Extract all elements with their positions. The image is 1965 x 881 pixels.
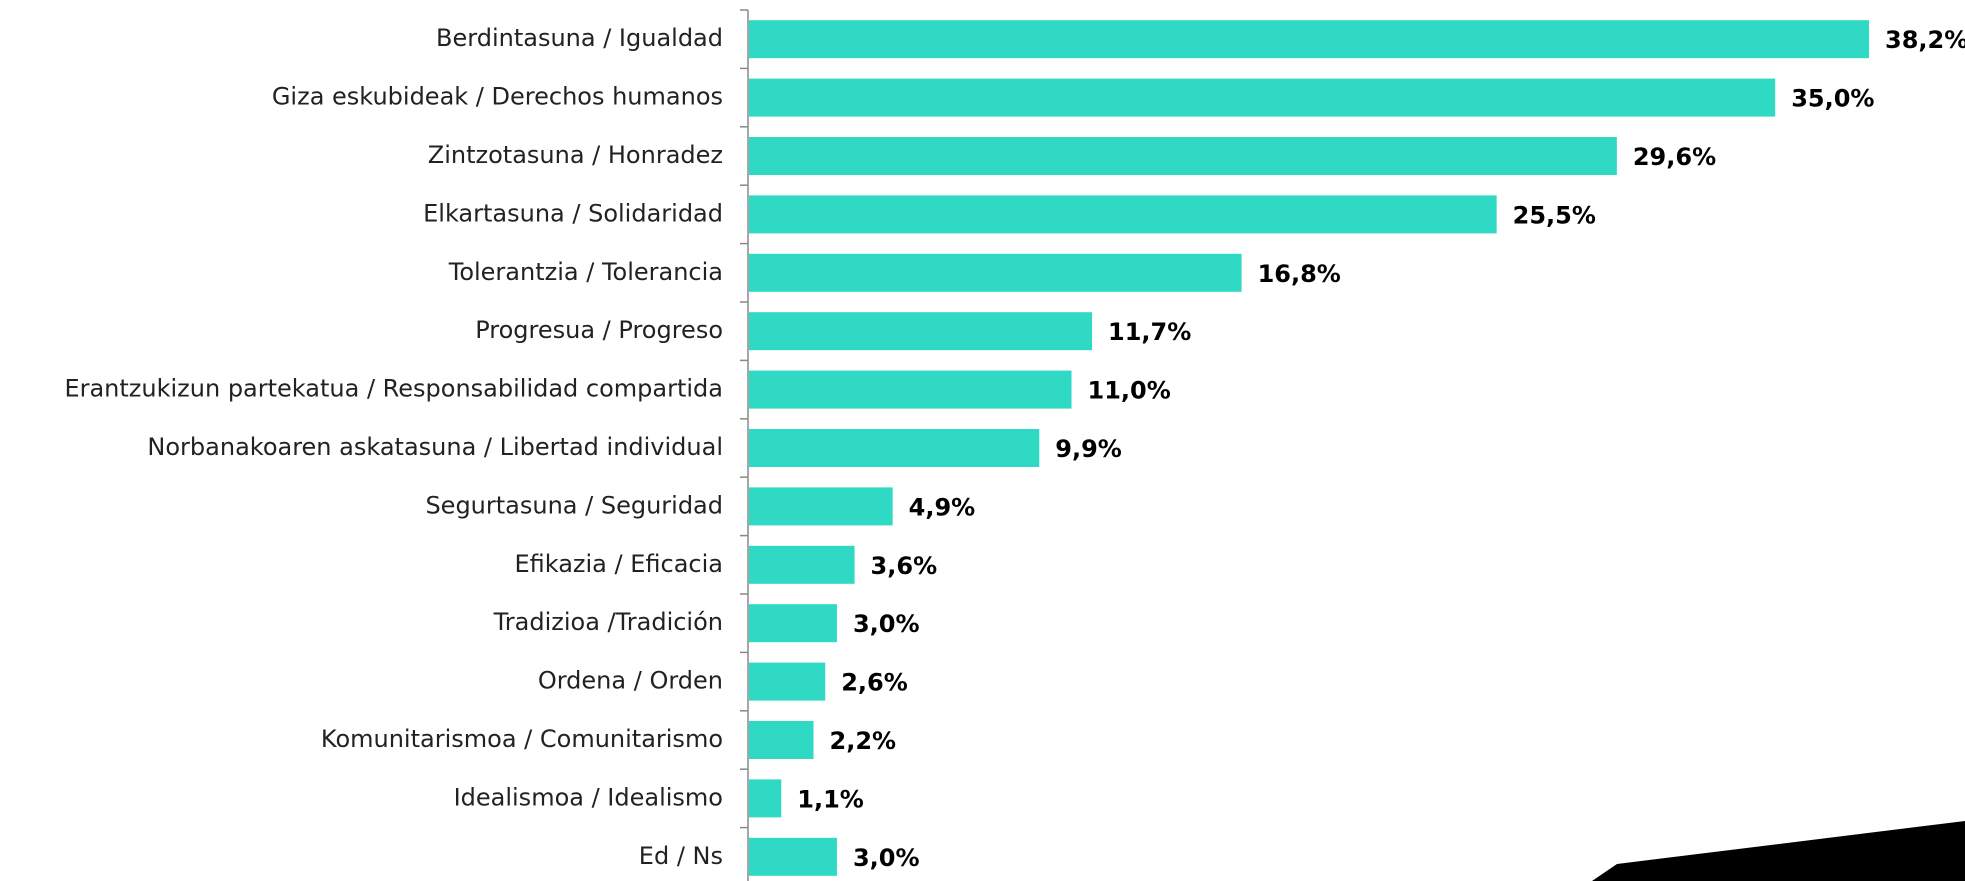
y-tick-label: Norbanakoaren askatasuna / Libertad indi…: [147, 433, 723, 461]
data-label: 3,0%: [853, 844, 920, 872]
data-label: 11,0%: [1088, 377, 1171, 405]
bar: [749, 487, 893, 526]
bar: [749, 20, 1870, 59]
data-label: 29,6%: [1633, 143, 1716, 171]
bar: [749, 837, 837, 876]
bar: [749, 312, 1093, 351]
y-tick-label: Giza eskubideak / Derechos humanos: [272, 83, 723, 111]
y-tick-label: Zintzotasuna / Honradez: [428, 141, 723, 169]
y-tick-label: Tradizioa /Tradición: [493, 608, 723, 636]
data-label: 16,8%: [1258, 260, 1341, 288]
y-tick-label: Berdintasuna / Igualdad: [436, 24, 723, 52]
bar: [749, 137, 1617, 175]
y-tick-label: Progresua / Progreso: [475, 316, 723, 344]
bar: [749, 662, 826, 701]
data-label: 9,9%: [1055, 435, 1122, 463]
y-tick-label: Tolerantzia / Tolerancia: [448, 258, 723, 286]
bar: [749, 429, 1040, 467]
data-label: 11,7%: [1108, 318, 1191, 346]
bar: [749, 545, 855, 584]
bar: [749, 604, 837, 643]
data-label: 3,0%: [853, 610, 920, 638]
bar: [749, 253, 1242, 292]
bar: [749, 370, 1072, 409]
data-label: 1,1%: [797, 785, 864, 813]
data-label: 2,2%: [830, 727, 897, 755]
y-tick-label: Erantzukizun partekatua / Responsabilida…: [64, 375, 723, 403]
data-label: 38,2%: [1885, 26, 1965, 54]
data-label: 35,0%: [1791, 85, 1874, 113]
bar: [749, 195, 1497, 234]
data-label: 2,6%: [841, 669, 908, 697]
y-tick-label: Elkartasuna / Solidaridad: [423, 199, 723, 227]
bar: [749, 779, 782, 818]
bar: [749, 78, 1776, 117]
bar: [749, 721, 814, 759]
y-tick-label: Segurtasuna / Seguridad: [425, 491, 723, 519]
y-tick-label: Ed / Ns: [639, 842, 723, 870]
data-label: 4,9%: [909, 493, 976, 521]
y-tick-label: Komunitarismoa / Comunitarismo: [321, 725, 723, 753]
y-tick-label: Efikazia / Eficacia: [514, 550, 723, 578]
data-label: 3,6%: [871, 552, 938, 580]
decoration: [1592, 821, 1965, 881]
y-tick-label: Idealismoa / Idealismo: [454, 783, 723, 811]
y-tick-label: Ordena / Orden: [538, 667, 723, 695]
data-label: 25,5%: [1513, 201, 1596, 229]
